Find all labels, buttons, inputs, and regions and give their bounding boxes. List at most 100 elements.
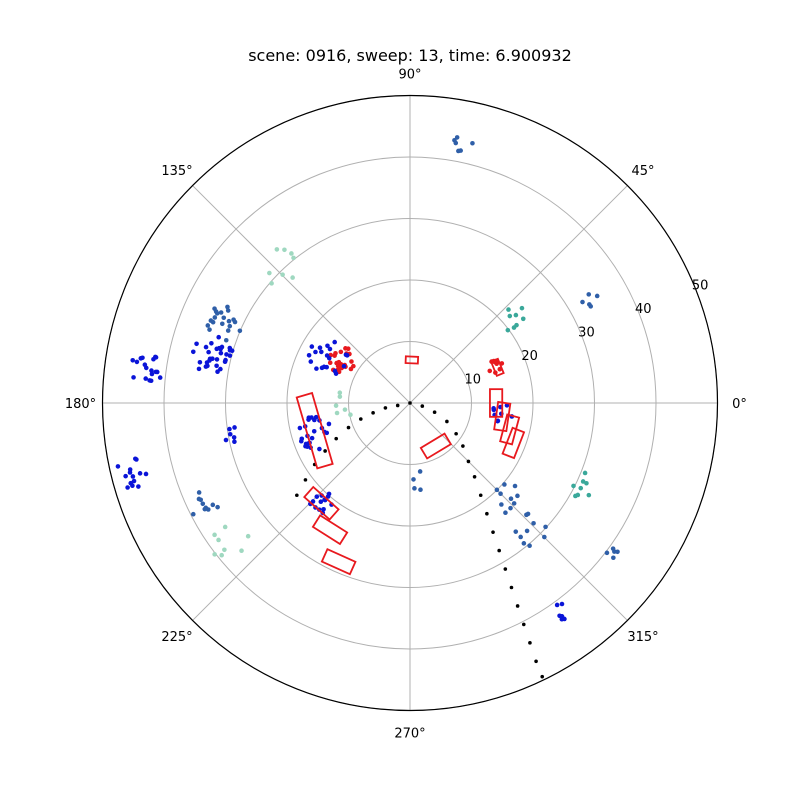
radar-point xyxy=(318,499,324,505)
radar-point xyxy=(571,483,576,489)
radar-point xyxy=(223,357,228,363)
radar-point xyxy=(197,359,203,365)
radar-point xyxy=(218,350,224,356)
radar-point xyxy=(412,486,417,491)
radar-point xyxy=(333,403,339,408)
radar-point xyxy=(327,360,333,366)
track-point xyxy=(303,478,308,482)
radar-point xyxy=(575,492,581,498)
radar-point xyxy=(336,359,342,365)
track-point xyxy=(503,567,508,571)
radar-point xyxy=(515,493,520,499)
radar-point xyxy=(290,275,295,280)
bounding-box xyxy=(493,400,512,433)
radar-point xyxy=(207,356,213,362)
radar-point xyxy=(202,506,208,512)
radar-point xyxy=(190,349,196,355)
radar-point xyxy=(269,281,274,286)
bounding-box xyxy=(419,432,453,460)
radar-point xyxy=(232,425,237,430)
radar-point xyxy=(578,485,584,491)
radar-point xyxy=(206,349,211,355)
theta-tick-label: 135° xyxy=(161,164,192,179)
radar-point xyxy=(309,435,315,441)
track-point xyxy=(383,406,388,410)
radar-point xyxy=(212,532,217,538)
radar-point xyxy=(239,548,244,554)
track-point xyxy=(454,431,458,436)
track-point xyxy=(515,604,520,608)
radar-point xyxy=(321,506,326,512)
radar-point xyxy=(227,323,233,329)
radar-point xyxy=(212,315,218,320)
theta-tick-label: 315° xyxy=(627,630,658,645)
radar-point xyxy=(611,555,616,561)
radar-point xyxy=(214,346,220,352)
radar-point xyxy=(349,359,354,364)
radar-point xyxy=(506,307,511,312)
radar-point xyxy=(308,359,314,364)
radar-point xyxy=(157,375,163,380)
radar-point xyxy=(125,485,130,490)
track-point xyxy=(466,459,471,464)
track-point xyxy=(295,493,299,498)
radar-point xyxy=(214,311,220,316)
radar-point xyxy=(542,534,547,540)
radar-point xyxy=(507,313,513,319)
track-point xyxy=(461,444,465,448)
radar-point xyxy=(333,350,338,356)
radar-point xyxy=(341,363,347,369)
track-point xyxy=(528,641,532,645)
radar-point xyxy=(343,346,348,351)
r-tick-label: 40 xyxy=(635,302,652,317)
radar-point xyxy=(306,352,312,358)
radar-point xyxy=(527,543,532,549)
radar-point xyxy=(520,316,526,322)
radar-point xyxy=(200,501,206,507)
radar-point xyxy=(503,510,508,516)
radar-point xyxy=(505,327,511,333)
radar-point xyxy=(326,421,332,427)
grid-spoke-135 xyxy=(192,185,411,404)
radar-point xyxy=(531,521,536,526)
radar-point xyxy=(487,368,493,374)
radar-point xyxy=(123,473,128,479)
radar-point xyxy=(224,352,229,357)
radar-point xyxy=(196,366,202,372)
radar-point xyxy=(136,484,141,489)
radar-point xyxy=(580,299,585,305)
radar-point xyxy=(344,353,350,358)
radar-point xyxy=(610,546,616,551)
radar-point xyxy=(519,305,525,311)
radar-point xyxy=(222,547,227,553)
radar-point xyxy=(203,344,209,350)
theta-tick-label: 270° xyxy=(394,727,425,742)
radar-point xyxy=(502,482,507,487)
radar-point xyxy=(143,376,149,381)
radar-point xyxy=(219,344,225,350)
radar-point xyxy=(289,251,294,256)
track-point xyxy=(540,674,545,679)
radar-point xyxy=(511,325,517,330)
track-point xyxy=(445,419,449,424)
axis-labels: 0° 45° 90° 135° 180° 225° 270° 315° 10 20 30 40 50 xyxy=(65,68,747,742)
r-tick-label: 50 xyxy=(692,278,709,293)
radar-point xyxy=(130,483,135,488)
track-point xyxy=(485,511,489,516)
radar-point xyxy=(215,504,220,510)
radar-point xyxy=(326,491,332,497)
track-point xyxy=(371,411,375,415)
r-tick-label: 30 xyxy=(578,325,595,340)
radar-point xyxy=(153,369,159,375)
radar-point xyxy=(336,365,342,371)
radar-point xyxy=(134,457,139,462)
radar-point xyxy=(226,318,232,324)
radar-point xyxy=(334,410,340,416)
radar-point xyxy=(137,471,143,476)
radar-point xyxy=(588,304,594,309)
radar-point xyxy=(131,478,137,484)
radar-point xyxy=(225,328,231,333)
radar-point xyxy=(337,390,343,396)
radar-point xyxy=(153,354,158,360)
radar-point xyxy=(314,494,320,499)
